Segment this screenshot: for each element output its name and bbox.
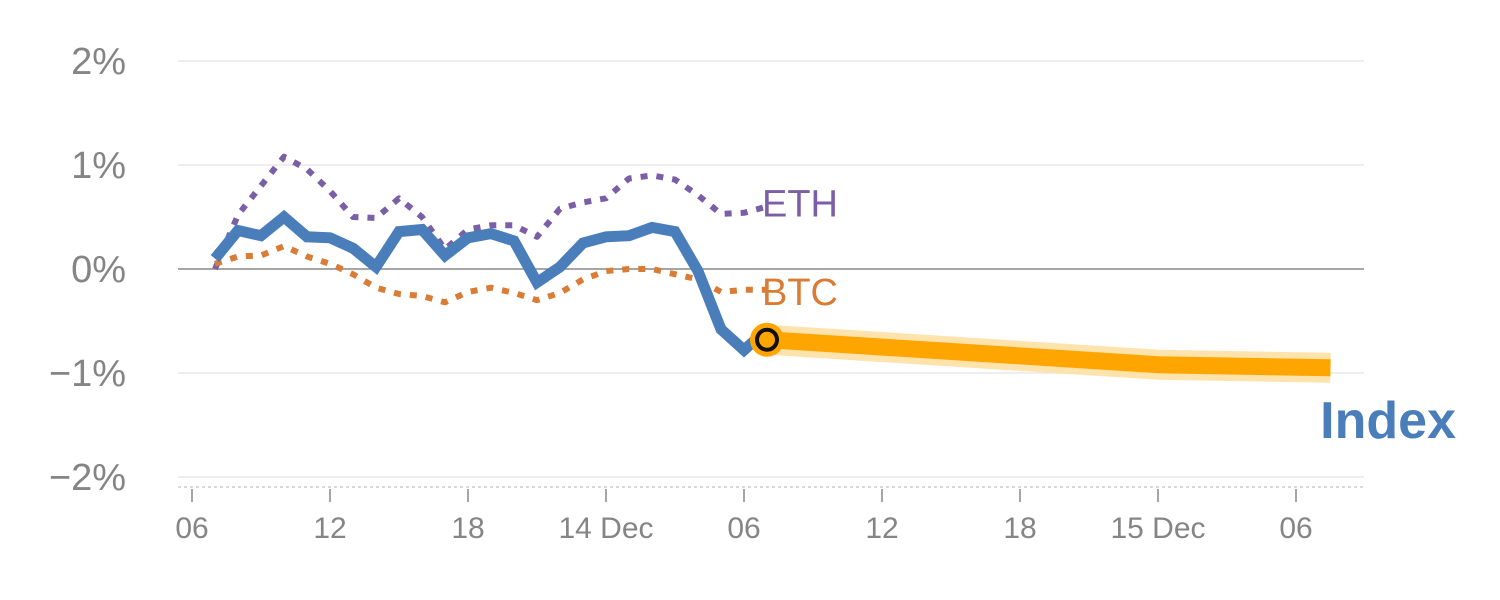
y-axis-ticks: 2% 1% 0% −1% −2% xyxy=(49,41,126,499)
projection-start-marker xyxy=(750,322,784,357)
series-label-eth: ETH xyxy=(762,184,838,226)
y-tick-label: 2% xyxy=(71,41,126,83)
x-tick-label: 12 xyxy=(865,512,898,545)
y-tick-label: −1% xyxy=(49,353,126,395)
y-tick-label: 0% xyxy=(71,249,126,291)
x-tick-label: 06 xyxy=(175,512,208,545)
x-tick-label: 18 xyxy=(1003,512,1036,545)
x-axis-ticks: 06 12 18 14 Dec 06 12 18 15 Dec 06 xyxy=(175,489,1313,545)
series-label-btc: BTC xyxy=(762,272,838,314)
series-line-btc xyxy=(214,243,767,306)
projection-band xyxy=(766,331,1331,377)
x-tick-label: 18 xyxy=(451,512,484,545)
x-tick-label: 15 Dec xyxy=(1110,512,1205,545)
y-tick-label: −2% xyxy=(49,457,126,499)
x-tick-label: 06 xyxy=(727,512,760,545)
series-lines xyxy=(210,153,1331,383)
series-label-index: Index xyxy=(1320,392,1456,450)
x-tick-label: 06 xyxy=(1279,512,1312,545)
series-line-index xyxy=(210,209,760,358)
marker-dot xyxy=(755,327,779,352)
x-tick-label: 14 Dec xyxy=(558,512,653,545)
series-line-eth xyxy=(212,153,768,271)
x-tick-label: 12 xyxy=(313,512,346,545)
y-tick-label: 1% xyxy=(71,145,126,187)
